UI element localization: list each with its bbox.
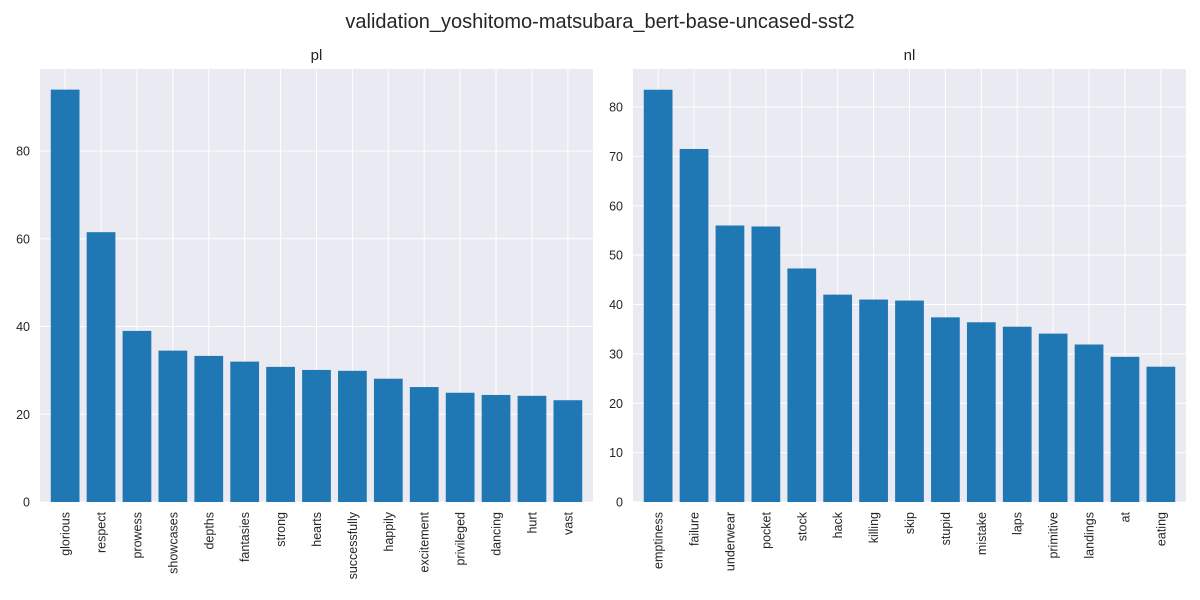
bar-stock (787, 268, 817, 502)
x-tick-label: laps (1011, 512, 1025, 535)
bar-failure (679, 148, 709, 502)
x-tick-label: happily (382, 511, 396, 551)
bar-respect (86, 232, 116, 502)
bar-depths (194, 355, 224, 502)
bar-hurt (517, 395, 547, 502)
bar-showcases (158, 350, 188, 502)
x-tick-label: successfully (346, 511, 360, 579)
y-tick-label: 0 (616, 496, 623, 510)
y-tick-label: 40 (16, 320, 30, 334)
x-tick-label: vast (561, 511, 575, 534)
panel-pl: 0 20 40 60 80 glorious respect prowess showcases… (16, 47, 593, 579)
bar-excitement (409, 387, 439, 502)
bar-skip (895, 300, 924, 502)
x-tick-label: strong (274, 512, 288, 547)
x-tick-label: skip (903, 512, 917, 534)
x-tick-label: pocket (759, 511, 773, 548)
x-tick-label: stock (795, 511, 809, 541)
panel-nl: 0 10 20 30 40 50 60 70 80 emptiness failure underwe… (609, 47, 1186, 571)
x-tick-label: stupid (939, 512, 953, 545)
x-tick-label: at (1118, 511, 1132, 522)
bar-privileged (445, 392, 475, 502)
y-tick-label: 50 (609, 249, 623, 263)
bar-glorious (50, 89, 80, 502)
x-tick-label: dancing (490, 512, 504, 556)
y-tick-label: 40 (609, 298, 623, 312)
panel-title: pl (311, 47, 323, 64)
x-tick-label: underwear (723, 512, 737, 571)
x-tick-label: excitement (418, 511, 432, 572)
x-tick-label: primitive (1047, 512, 1061, 559)
x-tick-label: glorious (59, 512, 73, 556)
bar-stupid (931, 317, 960, 502)
x-tick-label: hack (831, 511, 845, 538)
bar-successfully (338, 370, 367, 502)
panel-title: nl (904, 47, 916, 64)
x-tick-label: hurt (525, 511, 539, 533)
y-tick-label: 30 (609, 347, 623, 361)
x-tick-label: fantasies (238, 512, 252, 562)
bar-hearts (302, 369, 331, 502)
bar-fantasies (230, 361, 260, 502)
bar-happily (373, 378, 403, 502)
y-tick-label: 80 (16, 145, 30, 159)
bar-hack (823, 294, 853, 502)
y-tick-label: 0 (23, 496, 30, 510)
bar-strong (266, 366, 295, 502)
bar-dancing (481, 394, 511, 502)
bar-laps (1002, 326, 1032, 502)
y-tick-label: 60 (609, 199, 623, 213)
figure-title: validation_yoshitomo-matsubara_bert-base… (345, 11, 854, 33)
bar-mistake (966, 322, 996, 502)
x-tick-label: showcases (166, 512, 180, 574)
x-tick-label: prowess (130, 512, 144, 559)
x-tick-label: depths (202, 512, 216, 550)
bar-at (1110, 356, 1140, 502)
x-tick-label: killing (867, 512, 881, 543)
y-tick-label: 20 (16, 408, 30, 422)
y-tick-label: 70 (609, 150, 623, 164)
bar-underwear (715, 225, 745, 503)
bar-pocket (751, 226, 781, 502)
bar-killing (859, 299, 888, 502)
y-tick-label: 80 (609, 101, 623, 115)
x-tick-label: emptiness (652, 512, 666, 569)
x-tick-label: landings (1083, 512, 1097, 559)
y-tick-label: 10 (609, 446, 623, 460)
x-tick-label: mistake (975, 512, 989, 555)
bar-eating (1146, 366, 1176, 502)
bar-emptiness (643, 89, 673, 502)
bar-prowess (122, 330, 152, 502)
bar-primitive (1038, 333, 1068, 502)
x-tick-label: privileged (454, 512, 468, 566)
x-tick-label: hearts (310, 512, 324, 547)
bar-landings (1074, 344, 1104, 502)
x-tick-label: failure (688, 512, 702, 546)
x-tick-label: eating (1154, 512, 1168, 546)
y-tick-label: 60 (16, 232, 30, 246)
x-tick-label: respect (95, 511, 109, 553)
y-tick-label: 20 (609, 397, 623, 411)
bar-vast (553, 400, 583, 502)
